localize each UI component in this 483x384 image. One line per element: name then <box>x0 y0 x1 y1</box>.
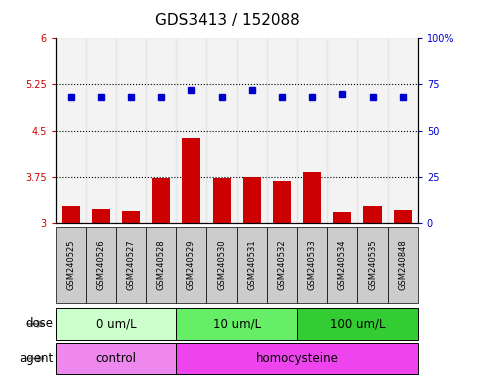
Bar <box>86 38 116 223</box>
Bar <box>237 38 267 223</box>
Text: GSM240534: GSM240534 <box>338 240 347 290</box>
Bar <box>273 181 291 223</box>
Text: GSM240848: GSM240848 <box>398 240 407 290</box>
Bar <box>152 179 170 223</box>
Bar <box>333 212 352 223</box>
Bar <box>122 211 140 223</box>
Bar <box>62 206 80 223</box>
Bar <box>176 38 207 223</box>
Bar <box>364 206 382 223</box>
Text: homocysteine: homocysteine <box>256 352 339 365</box>
Bar <box>116 38 146 223</box>
Text: GSM240528: GSM240528 <box>156 240 166 290</box>
Text: control: control <box>96 352 136 365</box>
Bar <box>242 177 261 223</box>
Text: GSM240527: GSM240527 <box>127 240 136 290</box>
Text: dose: dose <box>25 318 53 330</box>
Bar <box>56 38 86 223</box>
Bar <box>297 38 327 223</box>
Text: 10 um/L: 10 um/L <box>213 318 261 330</box>
Bar <box>146 38 176 223</box>
Text: GSM240531: GSM240531 <box>247 240 256 290</box>
Text: 100 um/L: 100 um/L <box>330 318 385 330</box>
Text: GSM240535: GSM240535 <box>368 240 377 290</box>
Bar <box>213 179 231 223</box>
Bar <box>327 38 357 223</box>
Bar <box>357 38 388 223</box>
Text: GDS3413 / 152088: GDS3413 / 152088 <box>155 13 299 28</box>
Text: GSM240525: GSM240525 <box>66 240 75 290</box>
Bar <box>388 38 418 223</box>
Bar <box>207 38 237 223</box>
Bar <box>394 210 412 223</box>
Bar <box>183 138 200 223</box>
Text: agent: agent <box>19 352 53 365</box>
Text: GSM240529: GSM240529 <box>187 240 196 290</box>
Text: GSM240533: GSM240533 <box>308 240 317 290</box>
Text: GSM240526: GSM240526 <box>96 240 105 290</box>
Text: GSM240530: GSM240530 <box>217 240 226 290</box>
Text: 0 um/L: 0 um/L <box>96 318 136 330</box>
Bar <box>92 209 110 223</box>
Bar <box>267 38 297 223</box>
Text: GSM240532: GSM240532 <box>277 240 286 290</box>
Bar <box>303 172 321 223</box>
